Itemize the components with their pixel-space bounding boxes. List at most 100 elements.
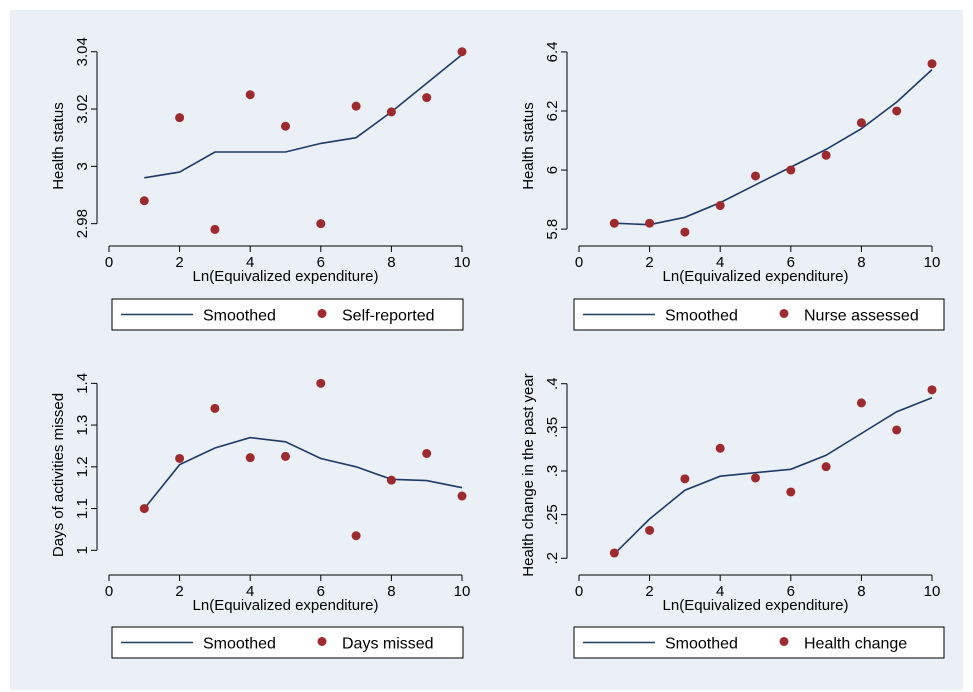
scatter-point (680, 474, 690, 484)
x-tick-label: 8 (387, 254, 395, 271)
scatter-point (245, 453, 255, 463)
x-axis-title: Ln(Equivalized expenditure) (663, 268, 849, 285)
y-tick-label: 5.8 (544, 219, 561, 240)
scatter-point (422, 448, 432, 458)
scatter-point (715, 443, 725, 453)
x-tick-label: 0 (575, 583, 583, 600)
scatter-point (927, 59, 937, 69)
scatter-point (892, 425, 902, 435)
y-tick-label: .2 (544, 552, 561, 565)
legend: Smoothed Nurse assessed (573, 298, 945, 331)
y-tick-label: 1 (74, 546, 91, 554)
legend-label-scatter: Self-reported (342, 308, 435, 325)
x-tick-label: 2 (645, 583, 653, 600)
scatter-point (281, 451, 290, 461)
x-tick-label: 6 (787, 583, 795, 600)
y-tick-label: 6 (544, 166, 561, 174)
x-tick-label: 0 (575, 254, 583, 271)
x-axis-title: Ln(Equivalized expenditure) (193, 268, 379, 285)
legend-label-line: Smoothed (665, 636, 738, 653)
scatter-point (609, 218, 619, 228)
scatter-point (175, 113, 185, 123)
legend-marker-swatch (779, 637, 789, 646)
scatter-point (210, 403, 220, 413)
scatter-point (751, 171, 760, 181)
scatter-point (609, 548, 619, 558)
scatter-point (821, 150, 831, 160)
y-tick-label: 1.1 (74, 498, 91, 519)
scatter-point (316, 219, 326, 229)
y-axis-title: Health change in the past year (520, 373, 537, 576)
y-axis-title: Days of activities missed (50, 393, 67, 557)
legend-marker-swatch (317, 637, 327, 646)
figure-background: 2.98 3 3.02 3.04 0 2 4 6 8 10 Ln(Equivalized expen… (10, 10, 963, 690)
legend-label-scatter: Nurse assessed (804, 308, 919, 325)
series-line-smoothed (144, 53, 463, 179)
x-tick-label: 4 (716, 583, 724, 600)
legend: Smoothed Health change (573, 626, 945, 659)
x-tick-label: 8 (387, 583, 395, 600)
scatter-point (351, 101, 361, 111)
scatter-point (245, 90, 255, 100)
x-tick-label: 6 (317, 583, 325, 600)
scatter-point (892, 106, 902, 116)
chart-panel-2: 5.8 6 6.2 6.4 0 2 4 6 8 10 Ln(Equivalized expendit… (520, 41, 945, 331)
x-tick-label: 6 (317, 254, 325, 271)
x-tick-label: 4 (716, 254, 724, 271)
x-tick-label: 8 (857, 583, 865, 600)
scatter-point (139, 196, 149, 206)
x-tick-label: 10 (924, 254, 941, 271)
x-tick-label: 2 (645, 254, 653, 271)
legend-label-line: Smoothed (203, 636, 276, 653)
scatter-point (856, 118, 866, 128)
x-tick-label: 0 (105, 254, 113, 271)
scatter-point (386, 475, 396, 485)
y-tick-label: 3.02 (74, 94, 91, 123)
series-line-smoothed (613, 396, 933, 555)
scatter-point (139, 504, 149, 514)
chart-panel-3: 1 1.1 1.2 1.3 1.4 0 2 4 6 8 10 Ln(Equivalized expen… (50, 373, 470, 659)
x-tick-label: 2 (175, 583, 183, 600)
legend-label-line: Smoothed (203, 308, 276, 325)
legend-label-line: Smoothed (665, 308, 738, 325)
scatter-point (457, 491, 467, 501)
y-tick-label: .25 (544, 504, 561, 525)
x-axis-title: Ln(Equivalized expenditure) (663, 597, 849, 614)
x-tick-label: 8 (857, 254, 865, 271)
scatter-point (351, 531, 361, 541)
y-tick-label: .35 (544, 417, 561, 438)
scatter-point (422, 93, 432, 103)
scatter-point (645, 218, 655, 228)
scatter-point (281, 121, 290, 131)
scatter-point (786, 487, 796, 497)
chart-panel-1: 2.98 3 3.02 3.04 0 2 4 6 8 10 Ln(Equivalized expen… (50, 37, 470, 331)
x-axis-title: Ln(Equivalized expenditure) (193, 597, 379, 614)
scatter-point (786, 165, 796, 175)
x-tick-label: 10 (924, 583, 941, 600)
legend-marker-swatch (317, 309, 327, 318)
scatter-point (821, 462, 831, 472)
y-tick-label: .4 (544, 377, 561, 390)
scatter-point (856, 398, 866, 408)
chart-panel-4: .2 .25 .3 .35 .4 0 2 4 6 8 10 Ln(Equivalized expend… (520, 373, 945, 659)
y-tick-label: 2.98 (74, 209, 91, 238)
y-tick-label: 6.4 (544, 41, 561, 62)
x-tick-label: 4 (246, 583, 254, 600)
scatter-point (175, 453, 185, 463)
y-tick-label: 1.2 (74, 456, 91, 477)
y-tick-label: 1.4 (74, 373, 91, 394)
y-axis-title: Health status (520, 102, 537, 190)
y-tick-label: 6.2 (544, 101, 561, 122)
y-tick-label: .3 (544, 465, 561, 478)
y-tick-label: 3 (74, 162, 91, 170)
series-line-smoothed (614, 69, 933, 226)
y-tick-label: 3.04 (74, 37, 91, 66)
legend-label-scatter: Health change (804, 636, 907, 653)
x-tick-label: 0 (105, 583, 113, 600)
scatter-point (927, 385, 937, 395)
x-tick-label: 6 (787, 254, 795, 271)
legend: Smoothed Self-reported (111, 298, 464, 331)
y-axis-title: Health status (50, 102, 67, 190)
scatter-point (715, 201, 725, 211)
